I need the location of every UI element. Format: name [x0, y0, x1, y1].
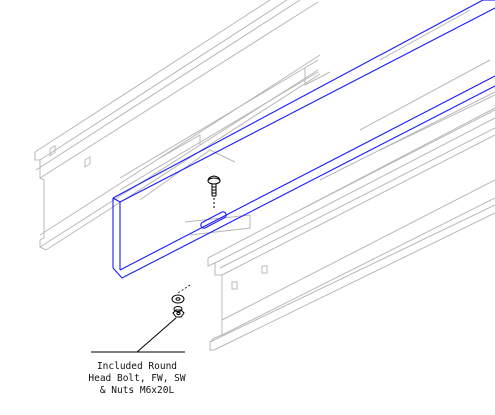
near-tray-body [299, 91, 495, 211]
round-head-bolt-icon [207, 175, 221, 210]
bolt-slot [200, 211, 227, 229]
callout-line-1: Included Round [97, 361, 177, 372]
hex-nut-icon [172, 306, 185, 318]
callout-text: Included Round Head Bolt, FW, SW & Nuts … [88, 361, 186, 396]
near-tray-rail [207, 107, 495, 351]
callout-line-2: Head Bolt, FW, SW [88, 373, 186, 384]
flat-washer-icon [171, 294, 185, 304]
callout-line-3: & Nuts M6x20L [100, 385, 175, 396]
callout-leader [91, 317, 185, 353]
cross-member [119, 9, 495, 236]
far-tray-rail [34, 0, 321, 251]
splice-plate [112, 0, 495, 279]
bolt-axis-line [177, 284, 191, 294]
